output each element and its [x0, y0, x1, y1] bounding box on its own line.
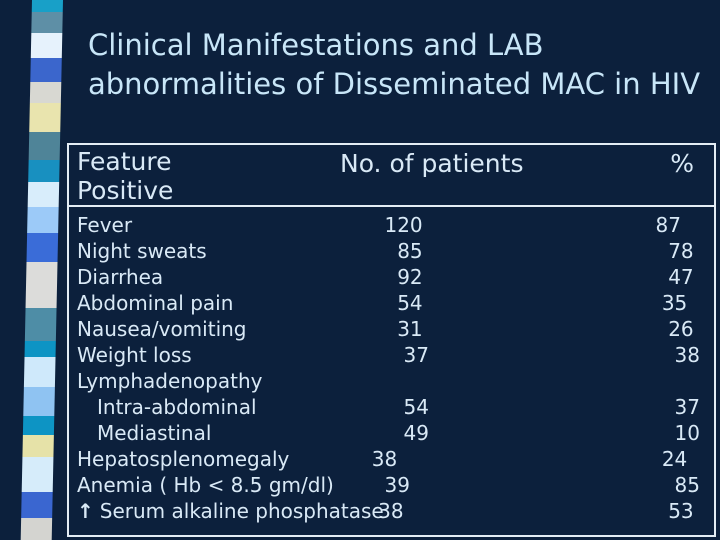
patients-value: 120: [384, 213, 429, 237]
percent-value: 87: [655, 213, 700, 237]
percent-value: 37: [674, 395, 700, 419]
color-strip: [20, 0, 63, 540]
percent-value: 47: [668, 265, 700, 289]
color-strip-square: [24, 341, 56, 357]
feature-label: Hepatosplenomegaly: [77, 447, 290, 471]
feature-label: Diarrhea: [77, 265, 164, 289]
page-title-line1: Clinical Manifestations and LAB: [88, 28, 544, 62]
feature-cell: Nausea/vomiting: [69, 316, 359, 342]
feature-label: Weight loss: [77, 343, 192, 367]
table-row: Intra-abdominal 54 37: [69, 394, 714, 420]
color-strip-square: [27, 207, 59, 233]
color-strip-square: [31, 0, 63, 12]
color-strip-square: [28, 132, 61, 160]
feature-label: Night sweats: [77, 239, 207, 263]
table-row: Fever 120 87: [69, 212, 714, 238]
page-title-line2: abnormalities of Disseminated MAC in HIV: [88, 67, 701, 101]
color-strip-square: [29, 103, 61, 132]
clinical-table: Feature Positive No. of patients % Fever…: [67, 143, 716, 537]
feature-label: Abdominal pain: [77, 291, 234, 315]
patients-value: 39: [384, 473, 429, 497]
table-row: Hepatosplenomegaly 38 24: [69, 446, 714, 472]
feature-label: Intra-abdominal: [97, 395, 257, 419]
table-row: Weight loss 37 38: [69, 342, 714, 368]
table-row: Nausea/vomiting 31 26: [69, 316, 714, 342]
percent-value: 10: [674, 421, 700, 445]
color-strip-square: [22, 435, 54, 457]
color-strip-square: [29, 82, 62, 103]
color-strip-square: [21, 457, 54, 492]
patients-value: 49: [403, 421, 429, 445]
color-strip-square: [21, 492, 53, 518]
color-strip-square: [30, 33, 63, 58]
patients-value: 54: [403, 395, 429, 419]
patients-value: 54: [397, 291, 429, 315]
patients-column-header: No. of patients: [340, 149, 524, 178]
table-row: Night sweats 85 78: [69, 238, 714, 264]
percent-value: 24: [661, 447, 700, 471]
feature-column-header: Feature Positive: [77, 147, 174, 205]
color-strip-square: [28, 160, 60, 182]
table-row: Anemia ( Hb < 8.5 gm/dl) 39 85: [69, 472, 714, 498]
color-strip-square: [23, 387, 55, 416]
patients-value: 38: [371, 447, 429, 471]
table-row: ↑ Serum alkaline phosphatase 38 53: [69, 498, 714, 524]
feature-cell: Hepatosplenomegaly: [69, 446, 359, 472]
color-strip-square: [31, 12, 63, 33]
patients-value: 38: [378, 499, 429, 523]
color-strip-square: [30, 58, 62, 82]
patients-value: 92: [397, 265, 429, 289]
table-row: Abdominal pain 54 35: [69, 290, 714, 316]
table-body: Fever 120 87 Night sweats 85 78 Diarrhea 92…: [69, 207, 714, 524]
color-strip-square: [22, 416, 55, 435]
feature-cell: Mediastinal: [69, 420, 359, 446]
percent-column-header: %: [670, 149, 694, 178]
feature-cell: Weight loss: [69, 342, 359, 368]
feature-cell: Fever: [69, 212, 359, 238]
patients-value: 85: [397, 239, 429, 263]
feature-label: Serum alkaline phosphatase: [99, 499, 384, 523]
feature-cell: Intra-abdominal: [69, 394, 359, 420]
percent-value: 53: [668, 499, 700, 523]
table-row: Lymphadenopathy: [69, 368, 714, 394]
feature-cell: Abdominal pain: [69, 290, 359, 316]
feature-label: Lymphadenopathy: [77, 369, 263, 393]
color-strip-square: [23, 357, 56, 387]
color-strip-square: [26, 233, 59, 262]
percent-value: 26: [668, 317, 700, 341]
color-strip-square: [24, 308, 57, 341]
up-arrow-icon: ↑: [77, 499, 94, 523]
patients-value: [359, 368, 429, 394]
feature-cell: Anemia ( Hb < 8.5 gm/dl): [69, 472, 359, 498]
percent-value: 78: [668, 239, 700, 263]
feature-label: Nausea/vomiting: [77, 317, 247, 341]
color-strip-square: [25, 262, 58, 308]
feature-cell: Lymphadenopathy: [69, 368, 359, 394]
percent-value: 35: [661, 291, 700, 315]
color-strip-square: [20, 518, 53, 540]
feature-label: Mediastinal: [97, 421, 212, 445]
feature-cell: ↑ Serum alkaline phosphatase: [69, 498, 384, 524]
percent-value: 85: [674, 473, 700, 497]
percent-value: [429, 368, 714, 394]
page-title: Clinical Manifestations and LAB abnormal…: [88, 26, 720, 104]
color-strip-square: [27, 182, 60, 207]
percent-value: 38: [674, 343, 700, 367]
table-header: Feature Positive No. of patients %: [69, 145, 714, 207]
table-row: Mediastinal 49 10: [69, 420, 714, 446]
feature-cell: Diarrhea: [69, 264, 359, 290]
feature-label: Fever: [77, 213, 133, 237]
table-row: Diarrhea 92 47: [69, 264, 714, 290]
patients-value: 31: [397, 317, 429, 341]
feature-label: Anemia ( Hb < 8.5 gm/dl): [77, 473, 334, 497]
patients-value: 37: [403, 343, 429, 367]
feature-cell: Night sweats: [69, 238, 359, 264]
